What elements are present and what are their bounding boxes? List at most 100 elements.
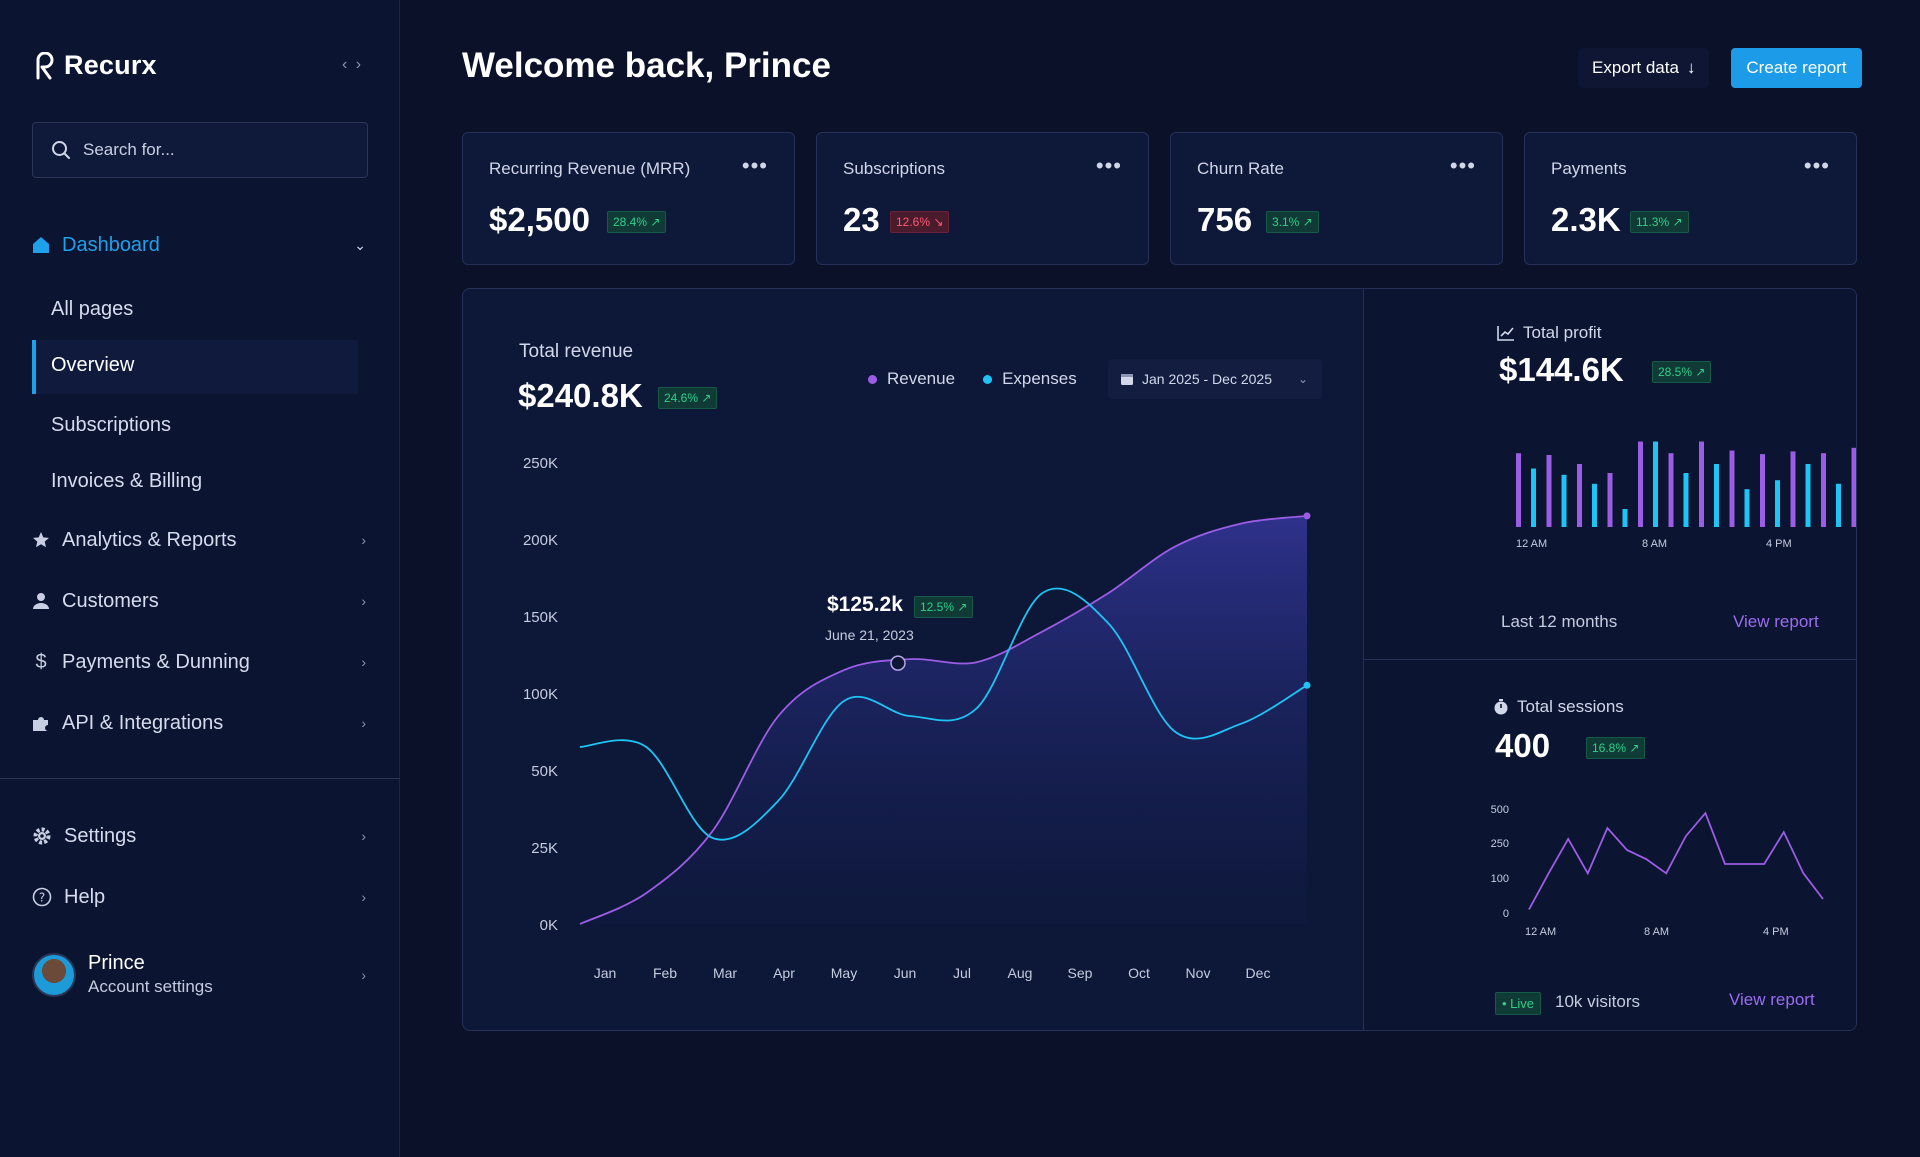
chevron-right-icon: ›	[361, 532, 366, 548]
y-tick-label: 100K	[523, 686, 558, 703]
more-options-icon[interactable]: •••	[1803, 153, 1830, 178]
revenue-line	[579, 515, 1308, 925]
kpi-card-subscriptions: Subscriptions ••• 23 12.6% ↘	[816, 132, 1149, 265]
sidebar-item-payments[interactable]: $ Payments & Dunning ›	[32, 642, 366, 682]
sidebar-item-label: Payments & Dunning	[62, 650, 250, 673]
profit-bar	[1714, 464, 1719, 527]
date-range-select[interactable]: Jan 2025 - Dec 2025 ⌄	[1108, 359, 1322, 399]
profit-header: Total profit	[1497, 323, 1601, 343]
panel-divider	[1364, 659, 1856, 660]
y-tick-label: 200K	[523, 532, 558, 549]
sidebar-sub-overview[interactable]: Overview	[51, 354, 135, 376]
chevron-right-icon: ›	[361, 654, 366, 670]
sessions-x-tick: 12 AM	[1525, 926, 1556, 938]
collapse-sidebar-icon[interactable]: ‹ ›	[342, 56, 364, 73]
revenue-end-point	[1303, 512, 1311, 520]
sidebar-item-dashboard[interactable]: Dashboard ⌄	[32, 225, 366, 265]
profit-bar	[1561, 474, 1567, 527]
kpi-value: 2.3K	[1551, 201, 1621, 238]
revenue-label: Total revenue	[519, 341, 634, 362]
sidebar-item-settings[interactable]: Settings ›	[32, 816, 366, 856]
kpi-value: 756	[1197, 201, 1253, 238]
kpi-card-payments: Payments ••• 2.3K 11.3% ↗	[1524, 132, 1857, 265]
revenue-chart[interactable]: 0K 25K 50K 100K 150K 200K 250K Jan Feb Mar Apr May J…	[463, 289, 1857, 1031]
y-tick-label: 250K	[523, 455, 558, 472]
sidebar-item-label: Settings	[64, 824, 137, 847]
profit-bar	[1668, 453, 1674, 527]
profile-subtitle: Account settings	[88, 977, 213, 996]
sessions-value: 400	[1495, 727, 1551, 764]
y-tick-label: 25K	[531, 840, 558, 857]
search-box[interactable]	[32, 122, 368, 178]
kpi-card-mrr: Recurring Revenue (MRR) ••• $2,500 28.4%…	[462, 132, 795, 265]
y-tick-label: 150K	[523, 609, 558, 626]
expenses-end-point	[1303, 681, 1311, 689]
sidebar-item-analytics[interactable]: Analytics & Reports ›	[32, 520, 366, 560]
sidebar-item-help[interactable]: ? Help ›	[32, 877, 366, 917]
profit-bar	[1775, 480, 1780, 527]
profit-bar	[1546, 455, 1552, 527]
legend-revenue[interactable]: Revenue	[868, 369, 955, 389]
y-tick-label: 50K	[531, 763, 558, 780]
legend-expenses[interactable]: Expenses	[983, 369, 1077, 389]
more-options-icon[interactable]: •••	[1449, 153, 1476, 178]
help-icon: ?	[32, 887, 52, 907]
visitors-count: 10k visitors	[1555, 992, 1641, 1011]
x-tick-label: Aug	[1008, 965, 1033, 981]
sidebar-sub-all-pages[interactable]: All pages	[51, 298, 134, 320]
sidebar: Recurx ‹ › Dashboard ⌄ All pages Overvie…	[0, 0, 400, 1157]
x-tick-label: Nov	[1186, 965, 1211, 981]
profit-bar	[1531, 468, 1536, 527]
profit-bar	[1622, 509, 1628, 527]
avatar	[32, 952, 76, 997]
profit-bar	[1760, 454, 1765, 527]
sidebar-sub-invoices[interactable]: Invoices & Billing	[51, 470, 203, 492]
chart-legend: Revenue Expenses	[868, 369, 1077, 389]
more-options-icon[interactable]: •••	[741, 153, 768, 178]
revenue-value: $240.8K	[518, 377, 643, 414]
svg-text:?: ?	[39, 891, 45, 905]
profit-bar	[1851, 447, 1856, 527]
panel-divider	[1363, 289, 1364, 1030]
kpi-label: Recurring Revenue (MRR)	[489, 159, 691, 178]
chevron-right-icon: ›	[361, 889, 366, 905]
search-input[interactable]	[83, 140, 343, 160]
trend-badge: 12.6% ↘	[890, 211, 950, 233]
sessions-y-tick: 0	[1503, 908, 1509, 920]
logo-icon	[36, 51, 54, 79]
gear-icon	[33, 827, 51, 845]
profile-account[interactable]: Prince Account settings ›	[32, 952, 366, 997]
profit-bar	[1577, 464, 1582, 527]
x-tick-label: Jul	[953, 965, 971, 981]
sidebar-item-label: Dashboard	[62, 233, 160, 256]
kpi-value: $2,500	[489, 201, 590, 238]
sidebar-sub-subscriptions[interactable]: Subscriptions	[51, 414, 172, 436]
profit-value: $144.6K	[1499, 351, 1624, 388]
chevron-right-icon: ›	[361, 966, 366, 983]
kpi-label: Payments	[1551, 159, 1627, 178]
create-report-button[interactable]: Create report	[1731, 48, 1862, 88]
profit-bar	[1836, 483, 1841, 527]
sidebar-item-customers[interactable]: Customers ›	[32, 581, 366, 621]
profit-bar	[1683, 473, 1689, 527]
x-tick-label: Apr	[773, 965, 795, 981]
home-icon	[33, 237, 49, 253]
dollar-icon: $	[35, 650, 47, 673]
profit-period: Last 12 months	[1501, 612, 1618, 631]
export-data-button[interactable]: Export data ↓	[1578, 48, 1710, 88]
sessions-view-report-link[interactable]: View report	[1729, 990, 1815, 1009]
star-icon	[33, 532, 49, 548]
trend-badge: 3.1% ↗	[1266, 211, 1319, 233]
profit-x-tick: 12 AM	[1516, 538, 1547, 550]
sidebar-item-label: Customers	[62, 589, 159, 612]
kpi-card-churn: Churn Rate ••• 756 3.1% ↗	[1170, 132, 1503, 265]
sessions-x-tick: 8 AM	[1644, 926, 1669, 938]
brand[interactable]: Recurx	[34, 50, 157, 81]
sidebar-item-label: Analytics & Reports	[62, 528, 237, 551]
more-options-icon[interactable]: •••	[1095, 153, 1122, 178]
sidebar-divider	[0, 778, 400, 779]
kpi-value: 23	[843, 201, 880, 238]
profit-view-report-link[interactable]: View report	[1733, 612, 1819, 631]
sidebar-item-api[interactable]: API & Integrations ›	[32, 703, 366, 743]
sidebar-item-label: API & Integrations	[62, 711, 224, 734]
